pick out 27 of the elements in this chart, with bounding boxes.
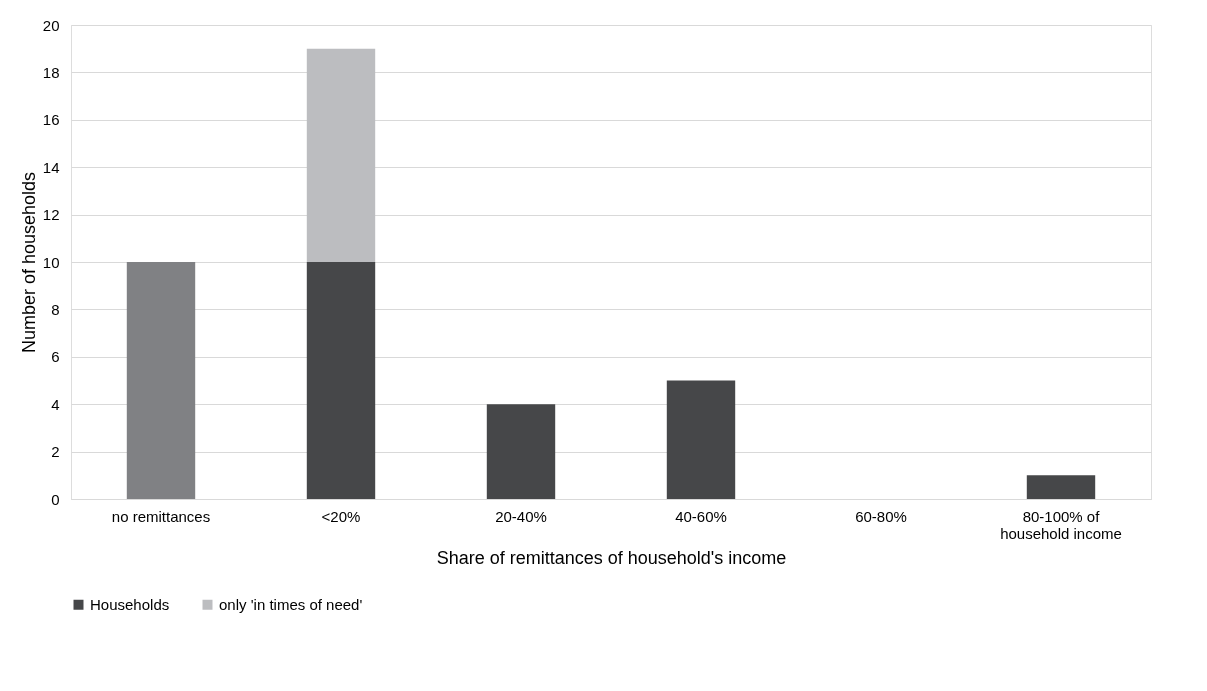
y-tick-label: 14 xyxy=(42,158,60,176)
y-tick-label: 12 xyxy=(42,206,60,224)
x-tick-label: 80-100% of household income xyxy=(1000,507,1122,542)
x-axis-title: Share of remittances of household's income xyxy=(436,547,787,568)
x-tick-label: 20-40% xyxy=(495,507,547,525)
y-tick-label: 2 xyxy=(51,443,60,461)
bar xyxy=(1026,475,1096,499)
bar xyxy=(126,262,196,499)
x-tick-label: 60-80% xyxy=(855,507,907,525)
y-axis-title: Number of households xyxy=(18,171,39,354)
x-tick-label: no remittances xyxy=(111,507,211,525)
y-tick-label: 6 xyxy=(51,348,60,366)
bar xyxy=(666,380,736,499)
x-tick-label: 40-60% xyxy=(675,507,727,525)
legend-label: only 'in times of need' xyxy=(219,595,363,613)
y-tick-label: 10 xyxy=(42,253,60,271)
bar xyxy=(306,262,376,499)
x-tick-label: <20% xyxy=(321,507,361,525)
legend-label: Households xyxy=(90,595,170,613)
y-tick-label: 16 xyxy=(42,111,60,129)
y-tick-label: 0 xyxy=(51,490,60,508)
bar xyxy=(486,404,556,499)
y-tick-label: 4 xyxy=(51,395,60,413)
y-tick-label: 8 xyxy=(51,300,60,318)
bar xyxy=(306,48,376,262)
y-tick-label: 20 xyxy=(42,16,60,34)
y-tick-label: 18 xyxy=(42,63,60,81)
